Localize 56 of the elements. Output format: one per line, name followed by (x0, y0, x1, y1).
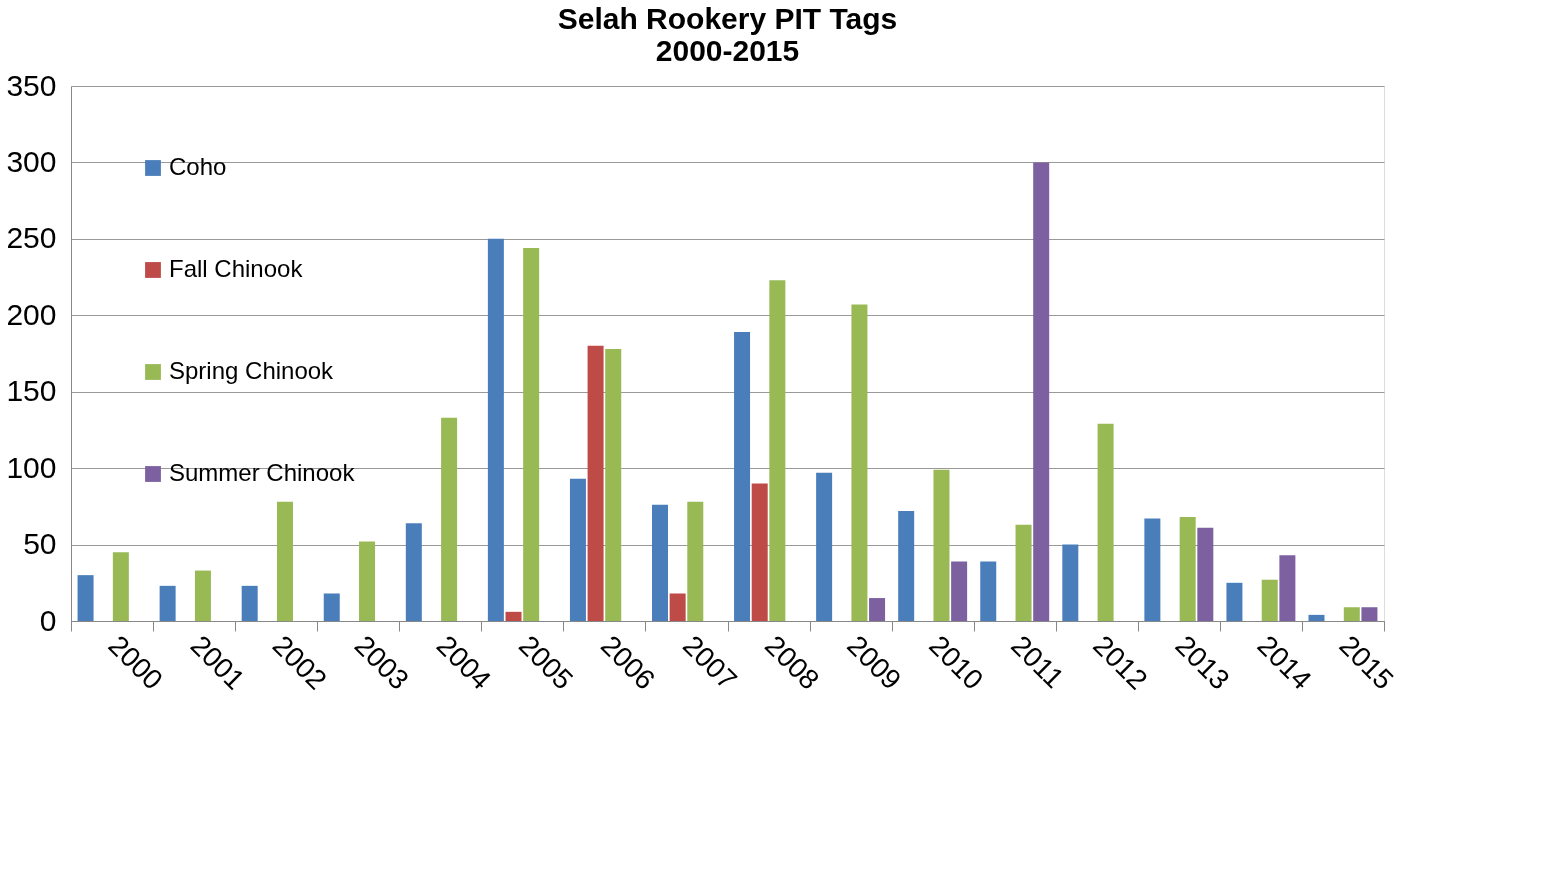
bar (951, 561, 968, 621)
bar (1144, 518, 1161, 621)
bar (569, 478, 586, 621)
bar (1197, 527, 1214, 621)
text: 2000-2015 (655, 34, 800, 67)
bar (1361, 607, 1378, 621)
y-tick-label: 100 (6, 450, 57, 484)
bar (241, 585, 258, 621)
bar (869, 598, 886, 621)
legend-label: Coho (169, 153, 227, 180)
bar (441, 417, 458, 621)
bar (359, 541, 376, 621)
bar (751, 483, 768, 621)
bar (933, 469, 950, 621)
bar (587, 345, 604, 621)
y-tick-label: 0 (39, 603, 57, 637)
bar (1261, 579, 1278, 621)
bar (734, 332, 751, 621)
bar (669, 593, 686, 621)
bar (605, 348, 622, 621)
bar (1179, 517, 1196, 621)
y-tick-label: 300 (6, 144, 57, 178)
bar (276, 501, 293, 621)
bar (405, 523, 422, 621)
y-tick-label: 150 (6, 374, 57, 408)
legend-label: Fall Chinook (169, 255, 304, 282)
bar (898, 510, 915, 621)
bar (816, 472, 833, 621)
bar (487, 238, 504, 621)
bar (1279, 555, 1296, 621)
bar (652, 504, 668, 621)
legend-label: Spring Chinook (169, 357, 335, 384)
bar (1343, 607, 1360, 621)
y-tick-label: 250 (6, 221, 57, 255)
bar (1226, 582, 1243, 621)
bar (323, 593, 340, 621)
bar (77, 575, 94, 621)
bar (851, 304, 868, 621)
bar (112, 552, 129, 621)
bar (1062, 544, 1079, 621)
bar (159, 585, 176, 621)
y-tick-label: 350 (6, 68, 57, 102)
y-tick-label: 50 (23, 527, 57, 561)
bar (1308, 614, 1325, 621)
y-tick-label: 200 (6, 297, 57, 331)
text: Selah Rookery PIT Tags (557, 2, 898, 35)
bar (1033, 162, 1050, 621)
bar (505, 611, 522, 621)
bar (1097, 423, 1114, 621)
bar (194, 570, 211, 621)
bar (980, 561, 997, 621)
legend-label: Summer Chinook (169, 459, 356, 486)
bar (523, 248, 540, 621)
bar (687, 501, 704, 621)
bar (1015, 524, 1032, 621)
bar (769, 280, 786, 621)
